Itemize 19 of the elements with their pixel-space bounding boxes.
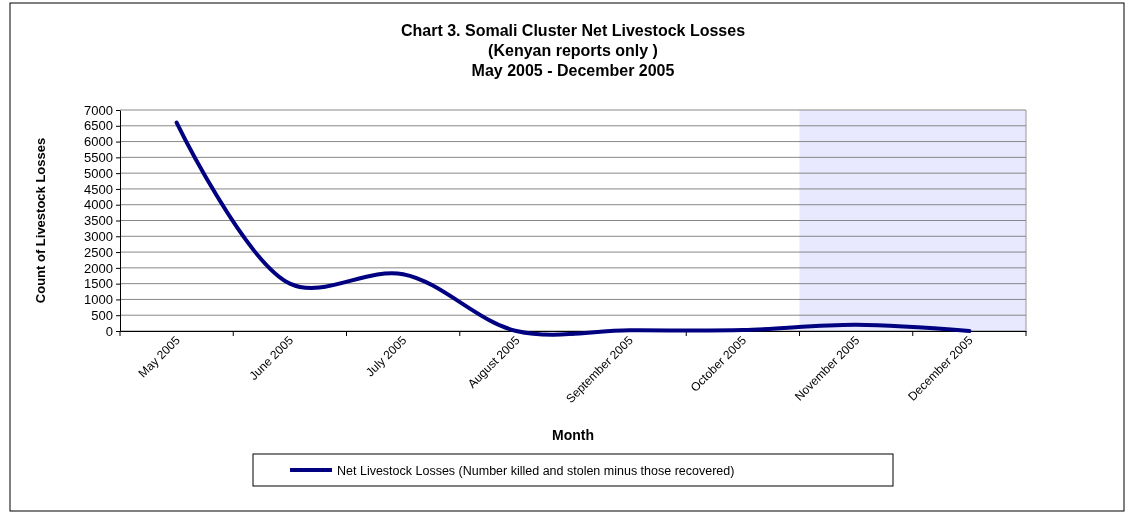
y-tick-label: 2500 xyxy=(84,244,113,260)
y-tick-label: 7000 xyxy=(84,102,113,118)
legend-label: Net Livestock Losses (Number killed and stolen minus those recovered) xyxy=(337,463,735,478)
chart-title: Chart 3. Somali Cluster Net Livestock Losses (Kenyan reports only ) May 2005 - December 2005 xyxy=(400,22,746,79)
y-tick-label: 1500 xyxy=(84,276,113,292)
y-tick-label: 5000 xyxy=(84,165,113,181)
y-tick-label: 6000 xyxy=(84,134,113,150)
y-tick-label: 2000 xyxy=(84,260,113,276)
y-tick-label: 500 xyxy=(91,307,113,323)
y-tick-label: 3000 xyxy=(84,228,113,244)
y-tick-label: 4000 xyxy=(84,197,113,213)
y-tick-label: 0 xyxy=(105,323,113,339)
y-tick-label: 3500 xyxy=(84,213,113,229)
y-tick-label: 6500 xyxy=(84,118,113,134)
y-tick-label: 5500 xyxy=(84,150,113,166)
y-tick-label: 1000 xyxy=(84,292,113,308)
y-tick-label: 4500 xyxy=(84,181,113,197)
x-axis-title: Month xyxy=(552,427,594,443)
y-axis-title: Count of Livestock Losses xyxy=(33,137,48,304)
